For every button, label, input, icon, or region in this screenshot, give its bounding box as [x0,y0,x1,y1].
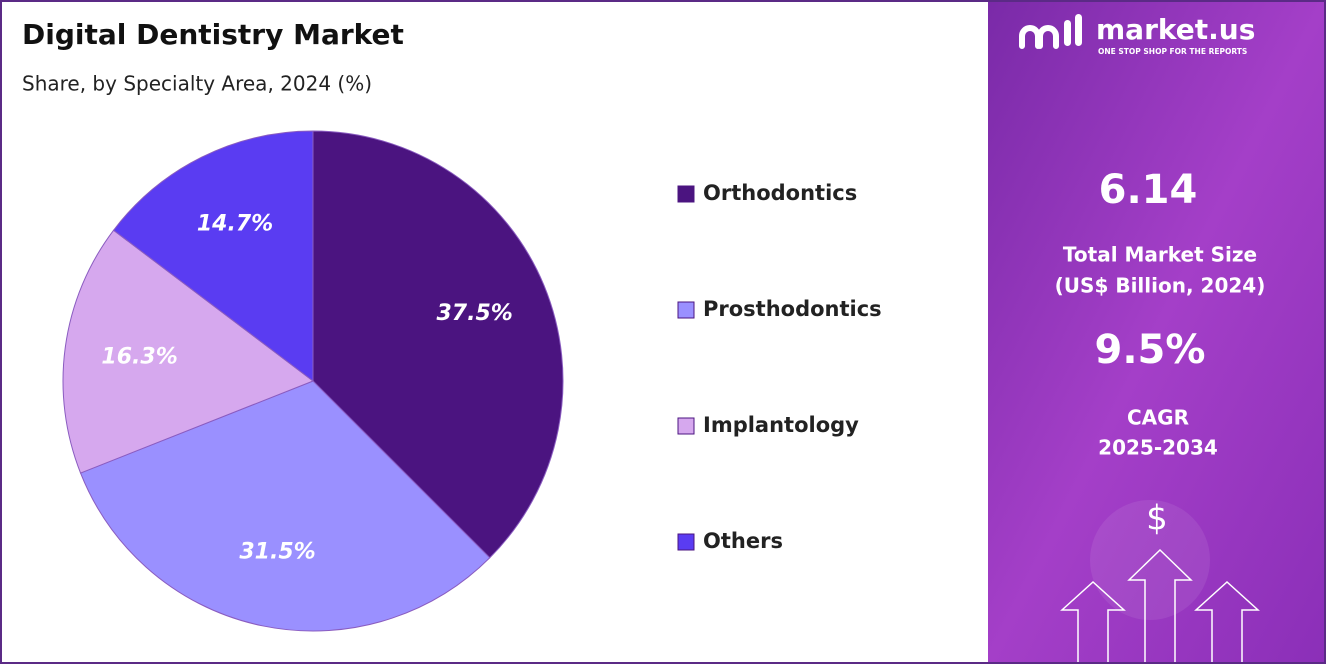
logo-icon [1019,25,1059,49]
legend-swatch [677,533,695,551]
legend-label: Implantology [703,413,859,437]
legend-label: Prosthodontics [703,297,882,321]
pie-slice [79,380,491,632]
legend-swatch [677,185,695,203]
cagr-label: CAGR [1127,406,1189,430]
market-size-label: Total Market Size [1063,243,1257,267]
data-label: 37.5% [437,301,513,326]
data-label: 31.5% [239,539,315,564]
market-size-unit: (US$ Billion, 2024) [1055,274,1266,298]
market-size: 6.14 [1099,167,1198,213]
data-label: 14.7% [197,211,273,236]
logo-icon [1075,14,1082,46]
pie-slice [312,130,564,559]
legend-swatch [677,417,695,435]
side-panel [988,2,1324,662]
tagline: ONE STOP SHOP FOR THE REPORTS [1098,47,1247,56]
arrow-icon [1194,580,1260,662]
legend-swatch [677,301,695,319]
legend-label: Orthodontics [703,181,857,205]
legend-label: Others [703,529,783,553]
pie-slice [112,130,314,383]
chart-title: Digital Dentistry Market [22,18,404,51]
chart-subtitle: Share, by Specialty Area, 2024 (%) [22,72,372,96]
cagr-value: 9.5% [1095,327,1206,373]
logo-icon [1064,20,1071,46]
brand: market.us [1096,13,1255,46]
arrow-icon [1127,548,1193,662]
data-label: 16.3% [101,344,177,369]
currency-icon: $ [1146,499,1168,539]
pie-slice [62,229,315,474]
cagr-period: 2025-2034 [1098,436,1218,460]
growth-arrows [1060,548,1260,662]
logo: market.us ONE STOP SHOP FOR THE REPORTS [1019,13,1255,56]
arrow-icon [1060,580,1126,662]
